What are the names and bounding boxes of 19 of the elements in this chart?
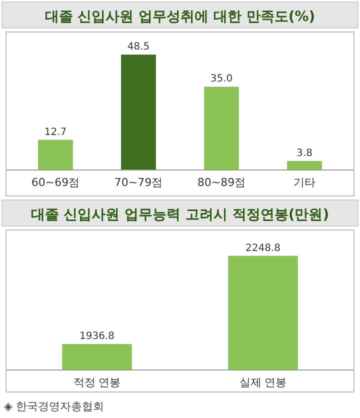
x-tick-label: 기타 — [294, 176, 316, 189]
x-tick-label: 80~89점 — [197, 176, 246, 189]
data-label: 1936.8 — [80, 331, 114, 342]
chart-title: 대졸 신입사원 업무성취에 대한 만족도(%) — [44, 9, 316, 25]
data-label: 35.0 — [210, 74, 233, 85]
x-tick-label: 70~79점 — [114, 176, 163, 189]
x-tick-label: 60~69점 — [31, 176, 80, 189]
x-tick-label: 실제 연봉 — [239, 376, 287, 389]
bar — [121, 54, 156, 170]
bar — [204, 86, 239, 170]
data-label: 2248.8 — [246, 242, 280, 254]
data-label: 48.5 — [127, 42, 150, 53]
bar — [38, 140, 73, 170]
text: ◈ 한국경영자총협회 — [4, 400, 104, 413]
data-label: 12.7 — [44, 126, 67, 138]
chart-title: 대졸 신입사원 업무능력 고려시 적정연봉(만원) — [30, 207, 330, 223]
data-label: 3.8 — [296, 148, 312, 159]
x-tick-label: 적정 연봉 — [73, 376, 121, 389]
bar — [287, 160, 322, 170]
